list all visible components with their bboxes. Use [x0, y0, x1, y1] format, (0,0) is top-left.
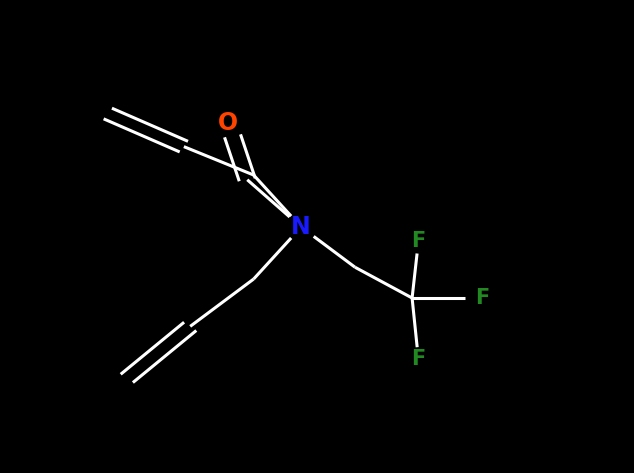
- Text: F: F: [411, 350, 425, 369]
- Text: N: N: [291, 215, 311, 239]
- Text: O: O: [218, 111, 238, 135]
- Text: F: F: [411, 231, 425, 251]
- Text: F: F: [475, 288, 489, 308]
